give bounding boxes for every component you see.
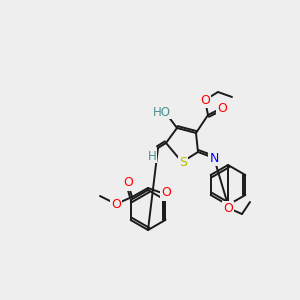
Text: O: O — [200, 94, 210, 106]
Text: O: O — [161, 187, 171, 200]
Text: O: O — [223, 202, 233, 214]
Text: O: O — [123, 176, 133, 190]
Text: S: S — [179, 155, 187, 169]
Text: N: N — [209, 152, 219, 164]
Text: O: O — [217, 101, 227, 115]
Text: O: O — [111, 197, 121, 211]
Text: HO: HO — [153, 106, 171, 118]
Text: H: H — [148, 149, 156, 163]
